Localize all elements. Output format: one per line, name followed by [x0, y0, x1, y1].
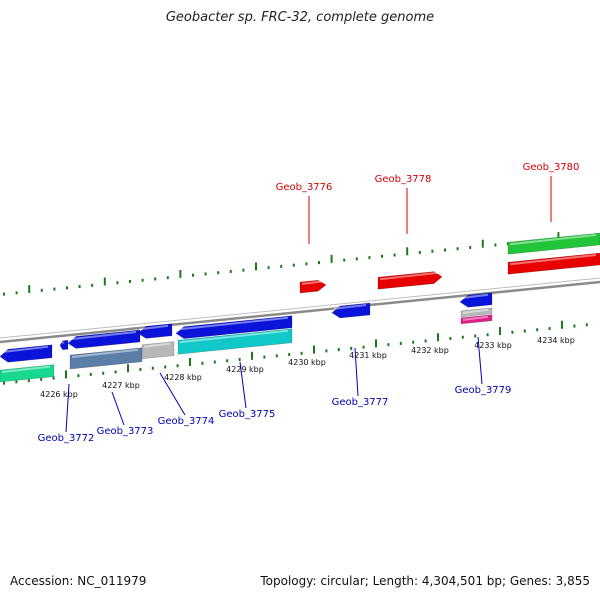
kbp-label: 4229 kbp — [226, 365, 264, 374]
cds-reverse-geob-3773-shine — [69, 331, 137, 341]
gene-leader-reverse — [354, 347, 359, 397]
kbp-label: 4228 kbp — [164, 373, 202, 382]
gene-leader-reverse — [65, 383, 70, 433]
kbp-label: 4232 kbp — [411, 346, 449, 355]
cds-forward-geob-3778 — [377, 271, 443, 290]
gene-leader-reverse — [477, 336, 483, 385]
cds-forward-geob-3780 — [507, 252, 600, 275]
gene-label-forward: Geob_3780 — [523, 162, 580, 173]
gene-label-forward: Geob_3778 — [375, 174, 432, 185]
track-pink-shine — [462, 315, 489, 321]
kbp-label: 4231 kbp — [349, 351, 387, 360]
cds-reverse-geob-3777 — [331, 302, 371, 319]
gene-label-reverse: Geob_3773 — [97, 426, 154, 437]
track-cyan — [177, 328, 293, 355]
track-gray-small-shine — [462, 308, 489, 314]
cds-reverse-left-edge — [0, 344, 53, 363]
cds-reverse-geob-3773 — [67, 329, 141, 349]
kbp-label: 4226 kbp — [40, 390, 78, 399]
cds-forward-geob-3780-shine — [509, 254, 597, 266]
track-steel — [69, 347, 143, 370]
cds-reverse-small-shine — [61, 341, 65, 344]
kbp-label: 4227 kbp — [102, 381, 140, 390]
cds-forward-geob-3776 — [299, 279, 327, 294]
rna-forward-geob-3780-shine — [509, 234, 597, 246]
rna-forward-geob-3780 — [507, 232, 600, 255]
backbone-highlight — [0, 277, 600, 339]
track-green-lower-shine — [1, 365, 51, 373]
gene-label-reverse: Geob_3774 — [158, 416, 215, 427]
cds-reverse-left-edge-shine — [1, 345, 49, 353]
track-green-lower — [0, 364, 55, 383]
cds-reverse-geob-3774 — [137, 323, 173, 339]
track-gray-small — [460, 307, 493, 318]
kbp-label: 4230 kbp — [288, 358, 326, 367]
gene-leader-reverse — [239, 361, 247, 409]
genome-title: Geobacter sp. FRC-32, complete genome — [165, 10, 435, 25]
gene-label-reverse: Geob_3772 — [38, 433, 95, 444]
cds-reverse-geob-3775-shine — [177, 316, 289, 331]
cds-reverse-geob-3774-shine — [139, 324, 169, 331]
track-gray — [141, 341, 175, 360]
track-cyan-shine — [179, 329, 289, 344]
track-pink — [460, 314, 493, 325]
track-gray-shine — [143, 342, 171, 348]
cds-reverse-geob-3779 — [459, 292, 493, 308]
genome-summary-text: Topology: circular; Length: 4,304,501 bp… — [260, 574, 590, 588]
gene-leader-reverse — [111, 391, 125, 426]
gene-leader-reverse — [159, 372, 186, 416]
cds-reverse-geob-3779-shine — [461, 293, 489, 299]
cds-forward-geob-3778-shine — [379, 271, 439, 281]
gene-label-reverse: Geob_3777 — [332, 397, 389, 408]
gene-label-reverse: Geob_3779 — [455, 385, 512, 396]
cds-reverse-geob-3777-shine — [333, 304, 367, 310]
cds-reverse-geob-3775 — [175, 315, 293, 339]
gene-label-forward: Geob_3776 — [276, 182, 333, 193]
track-steel-shine — [71, 348, 139, 358]
cds-reverse-small — [59, 339, 69, 351]
gene-label-reverse: Geob_3775 — [219, 409, 276, 420]
accession-text: Accession: NC_011979 — [10, 574, 147, 588]
kbp-label: 4234 kbp — [537, 336, 575, 345]
cds-forward-geob-3776-shine — [301, 280, 323, 285]
backbone-line — [0, 280, 600, 344]
kbp-label: 4233 kbp — [474, 341, 512, 350]
